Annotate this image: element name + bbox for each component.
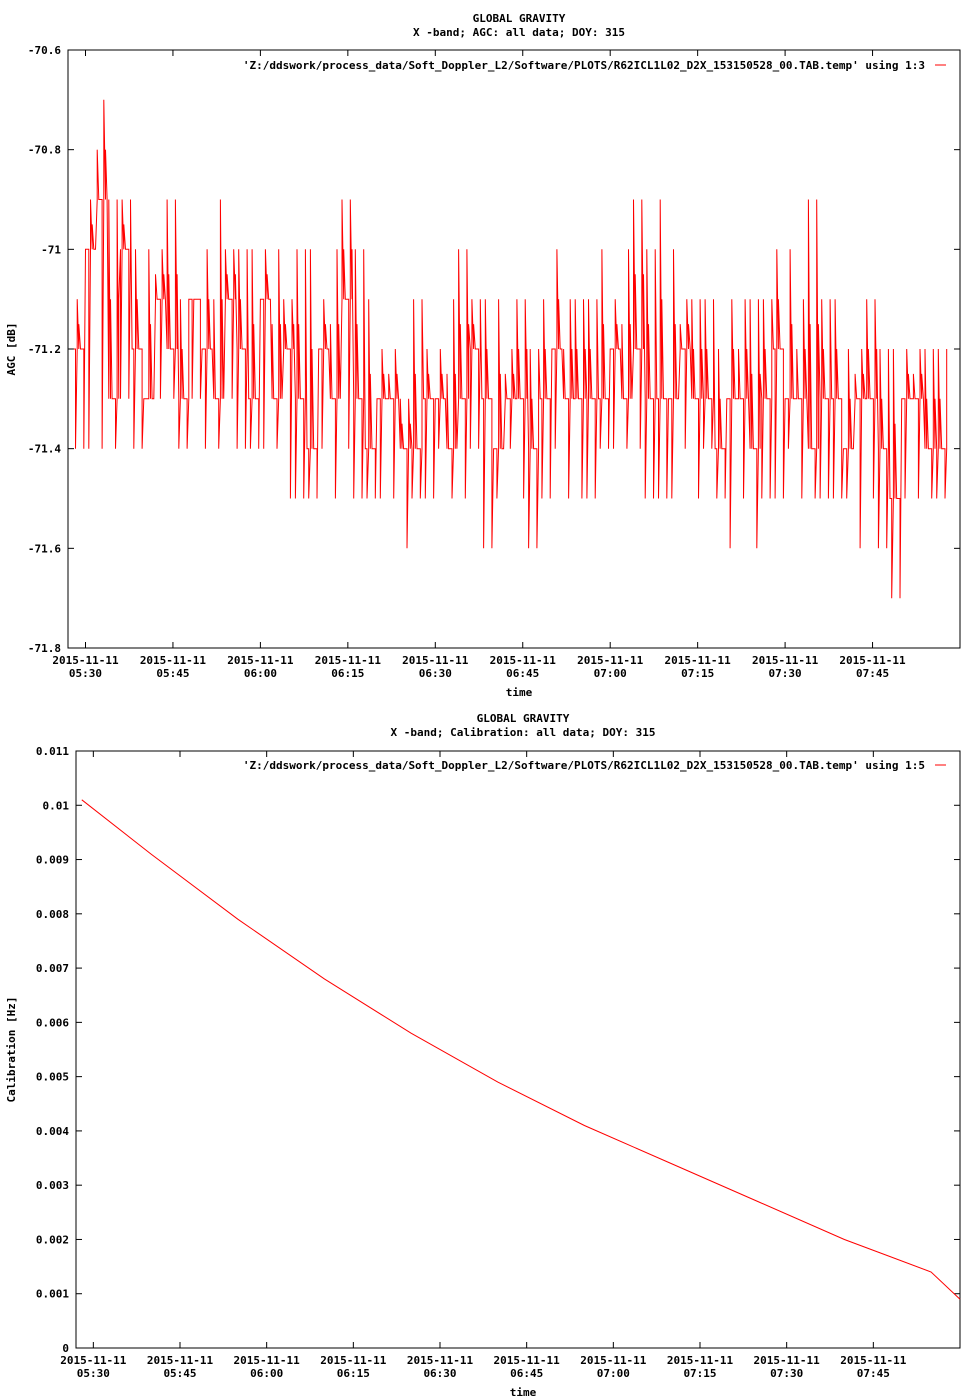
y-tick-label: 0.005 bbox=[36, 1071, 69, 1084]
x-tick-time: 07:15 bbox=[681, 667, 714, 680]
x-tick-time: 07:30 bbox=[770, 1367, 803, 1380]
x-tick-time: 06:30 bbox=[423, 1367, 456, 1380]
x-tick-date: 2015-11-11 bbox=[227, 654, 294, 667]
y-tick-label: 0.009 bbox=[36, 854, 69, 867]
x-tick-time: 06:15 bbox=[337, 1367, 370, 1380]
x-tick-time: 07:30 bbox=[769, 667, 802, 680]
chart-subtitle: X -band; AGC: all data; DOY: 315 bbox=[413, 26, 625, 39]
y-tick-label: 0.011 bbox=[36, 745, 69, 758]
y-axis-label: AGC [dB] bbox=[5, 323, 18, 376]
x-tick-time: 06:00 bbox=[250, 1367, 283, 1380]
x-tick-time: 07:45 bbox=[857, 1367, 890, 1380]
x-tick-date: 2015-11-11 bbox=[840, 1354, 907, 1367]
x-tick-date: 2015-11-11 bbox=[665, 654, 732, 667]
y-tick-label: -71 bbox=[41, 243, 61, 256]
x-tick-date: 2015-11-11 bbox=[754, 1354, 821, 1367]
x-tick-date: 2015-11-11 bbox=[147, 1354, 214, 1367]
legend-label: 'Z:/ddswork/process_data/Soft_Doppler_L2… bbox=[243, 59, 925, 72]
y-tick-label: -70.6 bbox=[28, 44, 61, 57]
x-tick-date: 2015-11-11 bbox=[234, 1354, 301, 1367]
x-tick-time: 05:45 bbox=[156, 667, 189, 680]
plot-frame bbox=[75, 750, 961, 1349]
y-tick-label: 0.008 bbox=[36, 908, 69, 921]
x-tick-date: 2015-11-11 bbox=[494, 1354, 561, 1367]
y-tick-label: 0.007 bbox=[36, 962, 69, 975]
x-axis-label: time bbox=[510, 1386, 537, 1399]
x-tick-time: 06:45 bbox=[510, 1367, 543, 1380]
x-tick-time: 06:00 bbox=[244, 667, 277, 680]
x-tick-date: 2015-11-11 bbox=[320, 1354, 387, 1367]
x-tick-date: 2015-11-11 bbox=[60, 1354, 127, 1367]
x-tick-date: 2015-11-11 bbox=[752, 654, 819, 667]
y-tick-label: 0.004 bbox=[36, 1125, 69, 1138]
x-axis-label: time bbox=[506, 686, 533, 699]
x-tick-date: 2015-11-11 bbox=[667, 1354, 734, 1367]
y-tick-label: 0.006 bbox=[36, 1016, 69, 1029]
legend-label: 'Z:/ddswork/process_data/Soft_Doppler_L2… bbox=[243, 759, 925, 772]
x-tick-time: 07:15 bbox=[683, 1367, 716, 1380]
y-tick-label: -71.4 bbox=[28, 443, 61, 456]
y-tick-label: -71.8 bbox=[28, 642, 61, 655]
x-tick-time: 05:30 bbox=[69, 667, 102, 680]
series-line bbox=[73, 99, 948, 599]
x-tick-date: 2015-11-11 bbox=[839, 654, 906, 667]
y-tick-label: -71.2 bbox=[28, 343, 61, 356]
y-tick-label: 0.002 bbox=[36, 1233, 69, 1246]
x-tick-time: 06:15 bbox=[331, 667, 364, 680]
y-tick-label: -70.8 bbox=[28, 144, 61, 157]
x-tick-time: 05:30 bbox=[77, 1367, 110, 1380]
x-tick-time: 06:30 bbox=[419, 667, 452, 680]
chart-title: GLOBAL GRAVITY bbox=[477, 712, 570, 725]
y-tick-label: 0.01 bbox=[43, 799, 70, 812]
x-tick-time: 06:45 bbox=[506, 667, 539, 680]
x-tick-date: 2015-11-11 bbox=[577, 654, 644, 667]
x-tick-date: 2015-11-11 bbox=[407, 1354, 474, 1367]
y-tick-label: -71.6 bbox=[28, 542, 61, 555]
x-tick-date: 2015-11-11 bbox=[52, 654, 119, 667]
y-axis-label: Calibration [Hz] bbox=[5, 997, 18, 1103]
x-tick-date: 2015-11-11 bbox=[140, 654, 207, 667]
y-tick-label: 0.003 bbox=[36, 1179, 69, 1192]
y-tick-label: 0.001 bbox=[36, 1288, 69, 1301]
series-line bbox=[81, 799, 961, 1300]
x-tick-date: 2015-11-11 bbox=[490, 654, 557, 667]
x-tick-date: 2015-11-11 bbox=[315, 654, 382, 667]
y-tick-label: 0 bbox=[62, 1342, 69, 1355]
x-tick-time: 07:00 bbox=[594, 667, 627, 680]
x-tick-date: 2015-11-11 bbox=[580, 1354, 647, 1367]
x-tick-time: 05:45 bbox=[163, 1367, 196, 1380]
chart-subtitle: X -band; Calibration: all data; DOY: 315 bbox=[391, 726, 656, 739]
x-tick-date: 2015-11-11 bbox=[402, 654, 469, 667]
x-tick-time: 07:45 bbox=[856, 667, 889, 680]
x-tick-time: 07:00 bbox=[597, 1367, 630, 1380]
chart-title: GLOBAL GRAVITY bbox=[473, 12, 566, 25]
